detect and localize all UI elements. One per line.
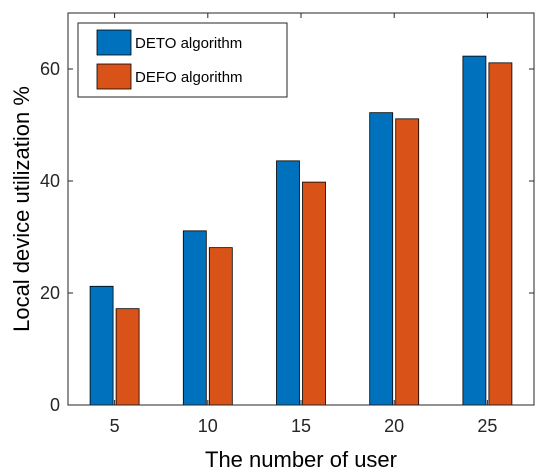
x-axis-ticks: 5 10 15 20 25 [110, 13, 497, 436]
bar-deto-25 [462, 55, 487, 406]
x-tick-label: 15 [291, 416, 311, 436]
bar-defo-25 [488, 62, 513, 406]
bars-layer [89, 55, 513, 406]
y-tick-label: 40 [40, 171, 60, 191]
y-tick-label: 0 [50, 395, 60, 415]
bar-deto-15 [276, 160, 300, 406]
bar-defo-10 [208, 247, 233, 406]
y-tick-label: 60 [40, 59, 60, 79]
legend-swatch-defo [96, 63, 132, 90]
legend-label-deto: DETO algorithm [135, 35, 242, 52]
y-tick-label: 20 [40, 283, 60, 303]
bar-defo-20 [395, 118, 420, 406]
y-axis-ticks: 0 20 40 60 [40, 59, 534, 415]
bar-deto-10 [182, 230, 207, 406]
x-tick-label: 20 [384, 416, 404, 436]
bar-deto-20 [369, 112, 394, 406]
x-tick-label: 25 [477, 416, 497, 436]
legend-label-defo: DEFO algorithm [135, 69, 243, 86]
bar-defo-5 [115, 308, 140, 406]
x-axis-title: The number of user [205, 447, 397, 472]
y-axis-title: Local device utilization % [9, 86, 34, 332]
bar-deto-5 [89, 285, 114, 406]
x-tick-label: 10 [198, 416, 218, 436]
x-tick-label: 5 [110, 416, 120, 436]
legend-swatch-deto [96, 29, 132, 56]
bar-defo-15 [302, 181, 326, 406]
legend: DETO algorithm DEFO algorithm [77, 22, 288, 98]
